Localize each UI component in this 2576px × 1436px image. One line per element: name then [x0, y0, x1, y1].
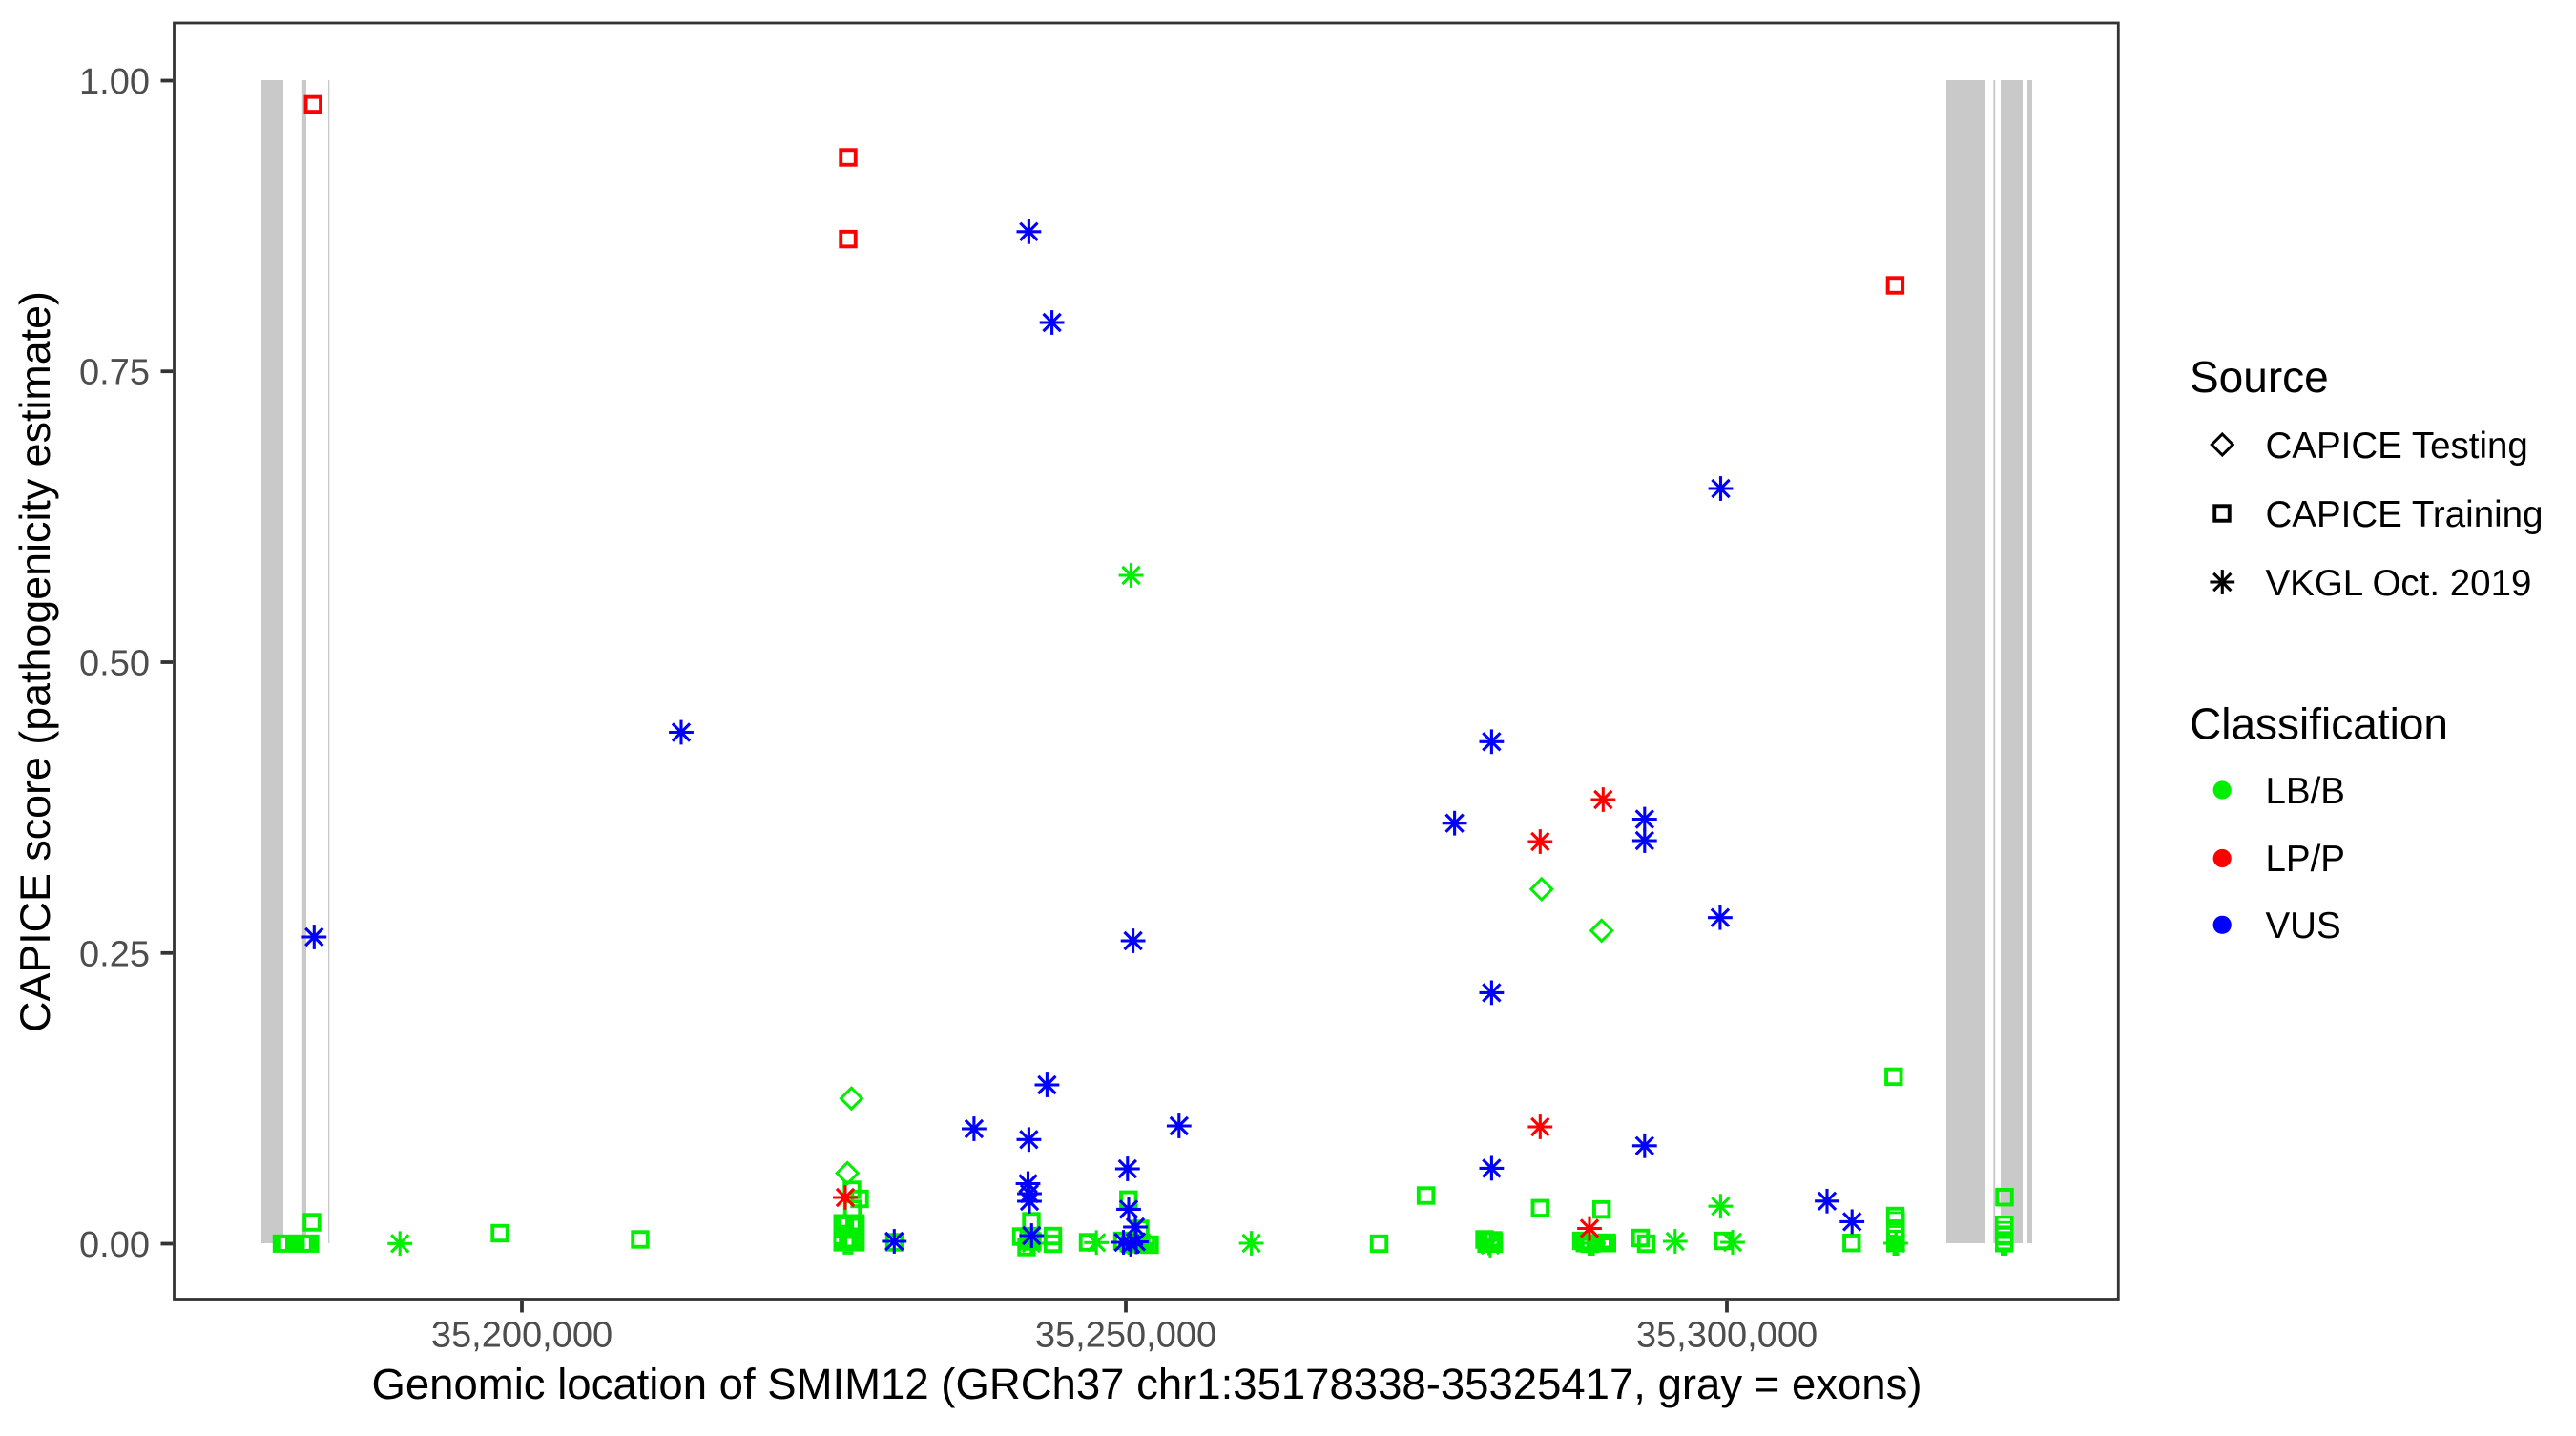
svg-text:0.00: 0.00 — [79, 1225, 150, 1265]
svg-text:0.75: 0.75 — [79, 353, 150, 393]
svg-text:Genomic location of SMIM12 (GR: Genomic location of SMIM12 (GRCh37 chr1:… — [371, 1360, 1922, 1408]
svg-text:LP/P: LP/P — [2266, 839, 2345, 880]
svg-text:CAPICE Testing: CAPICE Testing — [2266, 426, 2528, 467]
svg-text:VKGL Oct. 2019: VKGL Oct. 2019 — [2266, 563, 2532, 604]
svg-text:CAPICE score (pathogenicity es: CAPICE score (pathogenicity estimate) — [11, 291, 59, 1032]
svg-text:CAPICE Training: CAPICE Training — [2266, 494, 2544, 535]
svg-text:35,250,000: 35,250,000 — [1035, 1316, 1216, 1356]
svg-text:0.50: 0.50 — [79, 644, 150, 684]
svg-text:35,200,000: 35,200,000 — [431, 1316, 613, 1356]
svg-text:VUS: VUS — [2266, 905, 2341, 947]
svg-text:0.25: 0.25 — [79, 934, 150, 974]
svg-text:LB/B: LB/B — [2266, 771, 2345, 812]
svg-text:35,300,000: 35,300,000 — [1636, 1316, 1818, 1356]
svg-text:1.00: 1.00 — [79, 62, 150, 102]
svg-text:Source: Source — [2190, 352, 2329, 402]
svg-text:Classification: Classification — [2190, 699, 2448, 749]
